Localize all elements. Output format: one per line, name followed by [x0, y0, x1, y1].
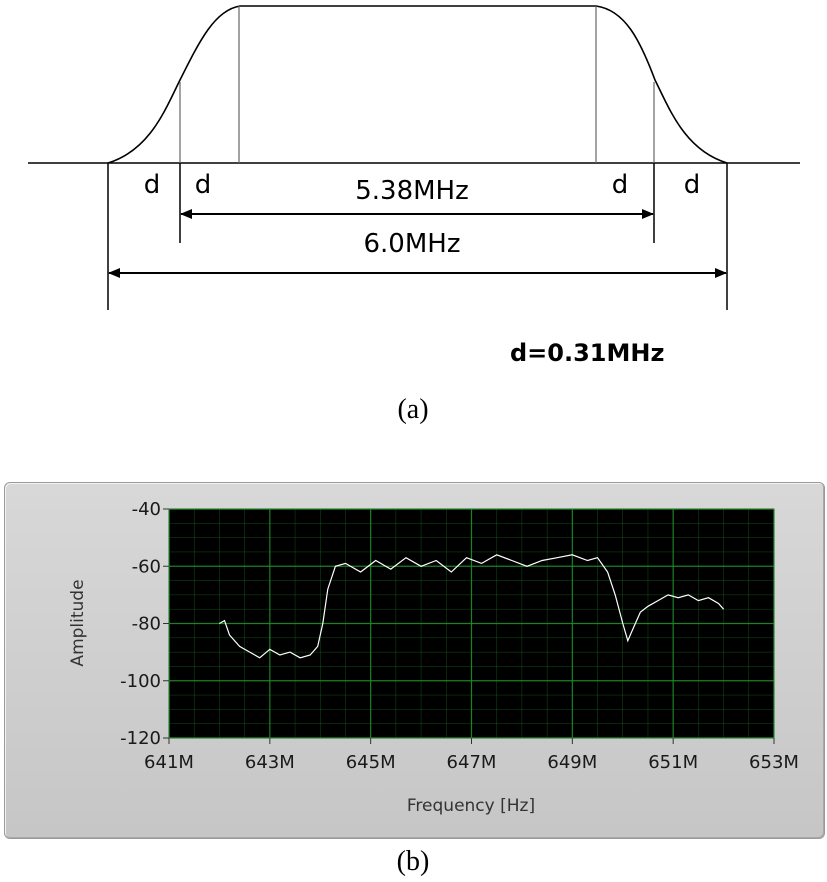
- axis-ticks: 641M 643M 645M 647M 649M 651M 653M -40 -60 -80 -10…: [120, 499, 799, 773]
- y-tick-label: -40: [132, 499, 161, 520]
- d-label: d: [144, 170, 161, 200]
- inner-bandwidth-label: 5.38MHz: [355, 176, 469, 206]
- x-tick-label: 649M: [547, 752, 597, 773]
- spectrum-chart: 641M 643M 645M 647M 649M 651M 653M -40 -60 -80 -10…: [68, 499, 799, 877]
- d-label: d: [684, 170, 701, 200]
- caption-b: (b): [397, 846, 430, 877]
- d-value-note: d=0.31MHz: [510, 339, 664, 367]
- y-tick-label: -80: [132, 614, 161, 635]
- caption-a: (a): [397, 394, 428, 425]
- outer-bandwidth-label: 6.0MHz: [364, 229, 461, 259]
- spectral-mask-curve: [107, 5, 728, 164]
- y-tick-label: -100: [120, 671, 161, 692]
- series-trace: [219, 554, 725, 659]
- x-axis-title: Frequency [Hz]: [407, 796, 535, 816]
- channel-mask-diagram: d d d d 5.38MHz 6.0MHz d=0.31MHz (a): [28, 5, 800, 425]
- x-tick-label: 643M: [245, 752, 295, 773]
- d-label: d: [612, 170, 629, 200]
- d-label: d: [195, 170, 212, 200]
- x-tick-label: 651M: [648, 752, 698, 773]
- y-tick-label: -60: [132, 556, 161, 577]
- y-axis-title: Amplitude: [68, 579, 88, 666]
- y-tick-label: -120: [120, 728, 161, 749]
- x-tick-label: 645M: [346, 752, 396, 773]
- x-tick-label: 641M: [144, 752, 194, 773]
- x-tick-label: 653M: [749, 752, 799, 773]
- x-tick-label: 647M: [447, 752, 497, 773]
